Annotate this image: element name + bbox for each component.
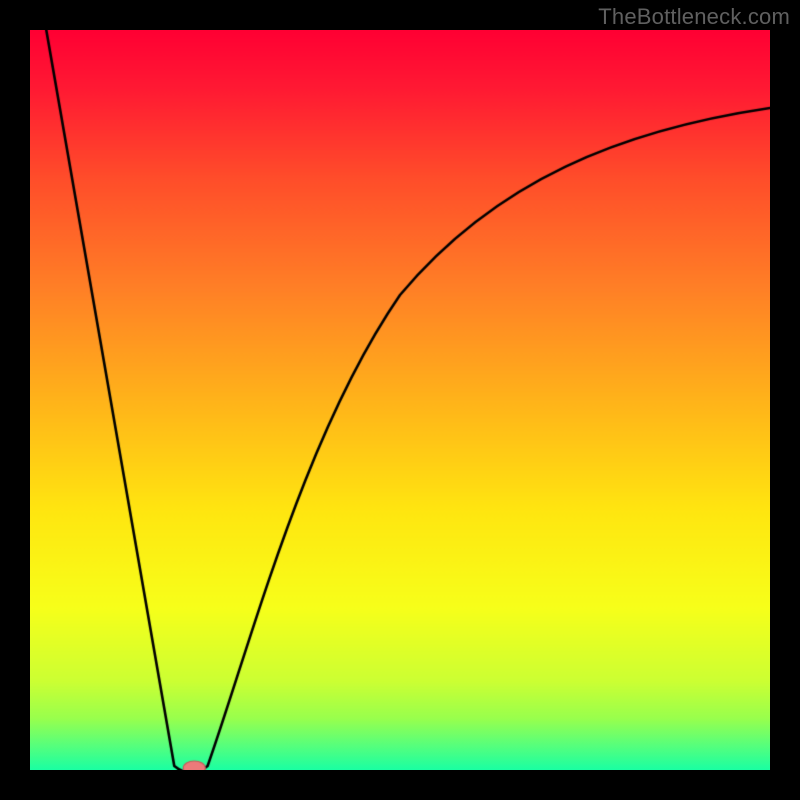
bottleneck-chart-canvas bbox=[30, 30, 770, 770]
watermark-text: TheBottleneck.com bbox=[598, 4, 790, 30]
chart-frame: TheBottleneck.com bbox=[0, 0, 800, 800]
